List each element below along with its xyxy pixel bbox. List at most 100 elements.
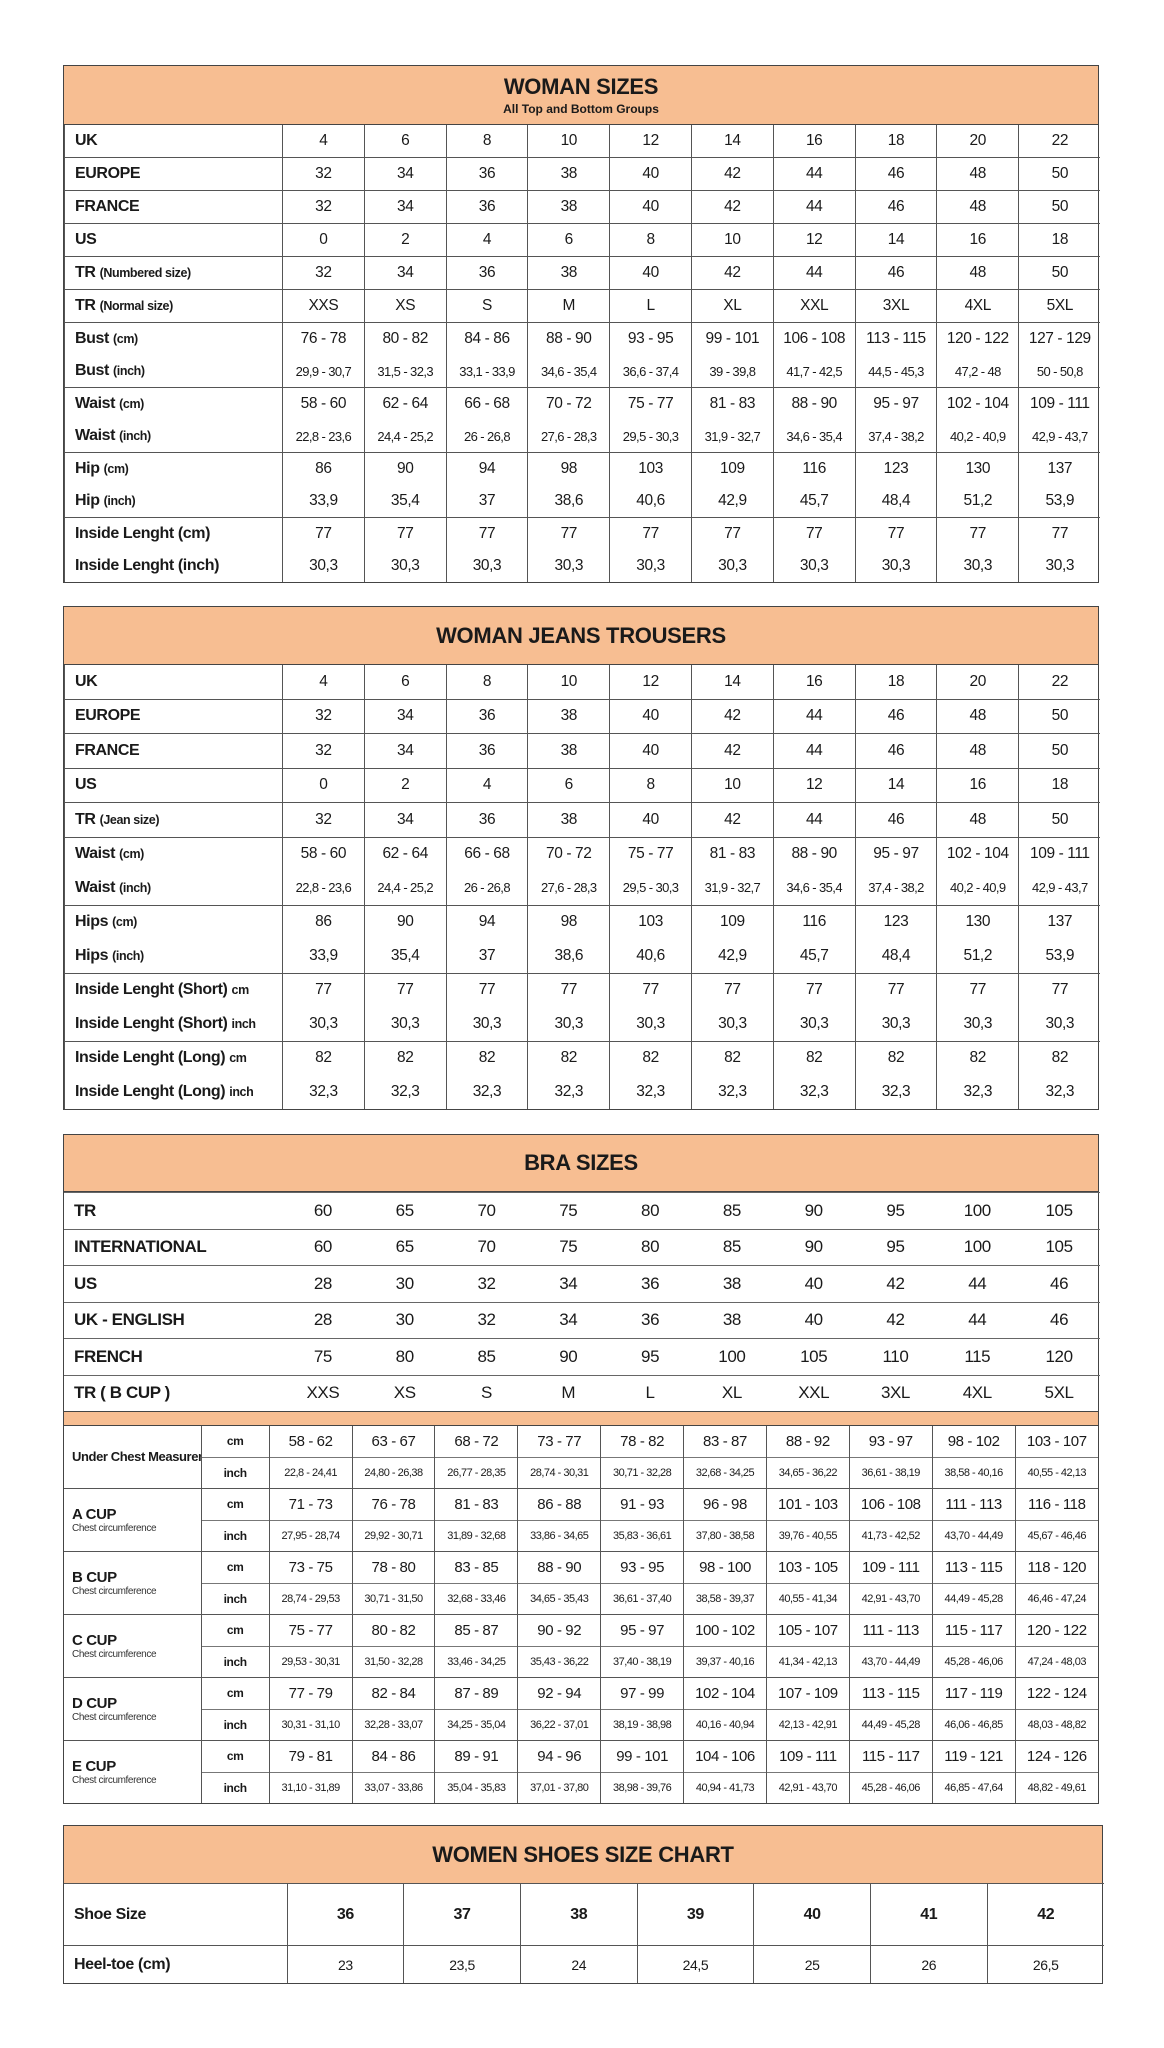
table-title: WOMAN SIZES: [503, 74, 659, 99]
size-cell: 42: [690, 802, 774, 837]
size-cell: 77 - 79: [268, 1677, 353, 1709]
size-cell: 94 - 96: [517, 1740, 601, 1772]
size-cell: 48: [936, 190, 1019, 224]
size-cell: 23,5: [403, 1945, 521, 1983]
size-cell: 86: [282, 904, 365, 939]
size-cell: 99 - 101: [690, 322, 774, 355]
size-cell: 42: [690, 698, 774, 734]
size-cell: 29,5 - 30,3: [609, 871, 692, 905]
table-row: FRENCH 75 80 85 90 95 100 105 110 115 120: [64, 1338, 1100, 1375]
size-cell: 50: [1018, 157, 1101, 191]
size-cell: 40: [609, 256, 692, 290]
size-cell: 32: [445, 1265, 528, 1302]
table-row: Hip (cm) 86 90 94 98 103 109 116 123 130 137: [64, 452, 1101, 485]
size-cell: 10: [690, 223, 774, 257]
size-cell: 75 - 77: [268, 1614, 353, 1646]
size-cell: 47,2 - 48: [936, 355, 1019, 388]
size-cell: 8: [445, 125, 528, 158]
row-label-unit: (cm): [119, 397, 144, 411]
size-cell: 32: [282, 733, 365, 768]
size-cell: 3XL: [854, 289, 937, 323]
row-label-main: FRANCE: [75, 198, 140, 215]
bra-header: BRA SIZES: [64, 1135, 1098, 1192]
size-cell: 71 - 73: [268, 1488, 353, 1520]
table-row: UK 4 6 8 10 12 14 16 18 20 22: [64, 665, 1101, 699]
size-cell: 27,6 - 28,3: [527, 871, 610, 905]
size-cell: 33,86 - 34,65: [517, 1519, 601, 1552]
size-cell: 42,13 - 42,91: [765, 1708, 850, 1741]
size-cell: 35,4: [363, 939, 447, 973]
size-cell: 22,8 - 24,41: [268, 1456, 353, 1489]
row-label: Waist (inch): [64, 871, 283, 905]
row-label-main: TR: [75, 297, 96, 314]
size-cell: 36: [445, 157, 528, 191]
size-cell: 40,6: [609, 485, 692, 518]
row-label-main: Waist: [75, 845, 116, 863]
size-cell: 2: [363, 223, 447, 257]
size-cell: 70: [445, 1228, 528, 1266]
row-label: TR (Jean size): [64, 802, 283, 837]
size-cell: 82: [363, 1040, 447, 1075]
row-label: EUROPE: [64, 157, 283, 191]
size-cell: 42,91 - 43,70: [848, 1582, 933, 1615]
size-cell: 102 - 104: [936, 836, 1019, 871]
size-cell: 105: [772, 1338, 855, 1375]
size-cell: 77: [445, 517, 528, 550]
row-label: UK: [64, 665, 283, 699]
size-cell: 42,9: [690, 939, 774, 973]
row-label-unit: (inch): [103, 494, 136, 508]
size-cell: 48,4: [854, 485, 937, 518]
table-row: Inside Lenght (cm) 77 77 77 77 77 77 77 77 77 77: [64, 517, 1101, 550]
size-cell: 120 - 122: [936, 322, 1019, 355]
size-cell: 73 - 77: [517, 1426, 601, 1457]
size-cell: 109: [690, 904, 774, 939]
size-cell: 88 - 90: [772, 387, 856, 420]
size-cell: 35,04 - 35,83: [434, 1771, 518, 1803]
size-cell: 45,7: [772, 485, 856, 518]
size-cell: 26 - 26,8: [445, 871, 528, 905]
row-label: FRANCE: [64, 733, 283, 768]
size-cell: 36: [609, 1265, 691, 1302]
size-cell: 32,3: [1018, 1075, 1101, 1109]
unit-label: inch: [200, 1456, 270, 1489]
table-row: Inside Lenght (Short) cm 77 77 77 77 77 77 77 77…: [64, 972, 1101, 1007]
unit-label: inch: [200, 1519, 270, 1552]
size-cell: 101 - 103: [765, 1488, 850, 1520]
size-cell: 123: [854, 452, 937, 485]
size-cell: 58 - 62: [268, 1426, 353, 1457]
size-cell: 44: [772, 190, 856, 224]
size-cell: 24: [519, 1945, 638, 1983]
table-row: C CUP Chest circumference cm 75 - 77 80 - 82…: [64, 1614, 1098, 1678]
size-cell: 42: [854, 1265, 937, 1302]
size-cell: 79 - 81: [268, 1740, 353, 1772]
size-cell: 76 - 78: [351, 1488, 435, 1520]
size-cell: 37,4 - 38,2: [854, 420, 937, 453]
row-label: FRANCE: [64, 190, 283, 224]
size-cell: XXL: [772, 289, 856, 323]
size-cell: 48,03 - 48,82: [1014, 1708, 1098, 1741]
size-cell: 45,67 - 46,46: [1014, 1519, 1098, 1552]
size-cell: 28,74 - 30,31: [517, 1456, 601, 1489]
size-cell: 30,3: [1018, 550, 1101, 582]
size-cell: 77: [363, 972, 447, 1007]
size-cell: 77: [282, 972, 365, 1007]
table-row: US 0 2 4 6 8 10 12 14 16 18: [64, 223, 1101, 257]
size-cell: 27,6 - 28,3: [527, 420, 610, 453]
row-label-unit: cm: [229, 1051, 247, 1066]
size-cell: 42,91 - 43,70: [765, 1771, 850, 1803]
size-cell: 12: [772, 767, 856, 803]
cup-label: A CUP Chest circumference: [64, 1488, 202, 1552]
table-row: Waist (inch) 22,8 - 23,6 24,4 - 25,2 26 - 2…: [64, 871, 1101, 905]
cup-label-main: E CUP: [72, 1757, 116, 1775]
size-cell: 44: [772, 733, 856, 768]
size-cell: 8: [609, 223, 692, 257]
size-cell: 32,3: [772, 1075, 856, 1109]
unit-label: cm: [200, 1740, 270, 1772]
size-cell: 4XL: [936, 1374, 1019, 1411]
cup-label-sub: Chest circumference: [72, 1522, 157, 1534]
size-cell: 37,80 - 38,58: [683, 1519, 767, 1552]
size-cell: 68 - 72: [434, 1426, 518, 1457]
size-cell: 10: [527, 125, 610, 158]
row-label-unit: (cm): [112, 915, 137, 930]
size-cell: 98 - 102: [931, 1426, 1016, 1457]
